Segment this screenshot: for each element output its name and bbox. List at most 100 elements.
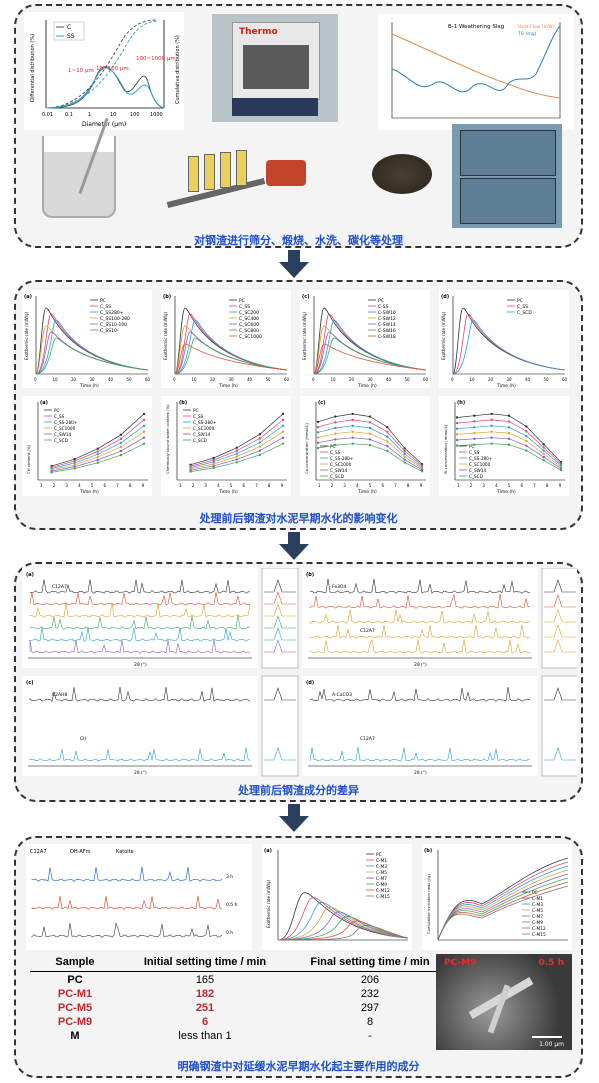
xrd-legend-c12a7: C12A7 — [30, 849, 46, 855]
y-label: Exothermic rate (mW/g) — [302, 311, 307, 360]
xrd-chart: (c)2θ (°)C2AH8CHC12A7 — [22, 676, 258, 776]
psd-legend-c: C — [67, 24, 71, 31]
flow-arrow-1 — [279, 250, 309, 278]
legend-label: C-M5 — [532, 908, 543, 914]
x-tick: 3 — [482, 483, 485, 488]
x-tick: 8 — [129, 483, 132, 488]
x-tick: 7 — [394, 483, 397, 488]
xrd-pattern — [29, 627, 251, 642]
cell-final: 206 — [360, 974, 380, 986]
legend-label: C-M1 — [532, 896, 543, 902]
component-heat-rate-chart: (a)Exothermic rate (mW/g)PCC-M1C-M3C-M5C… — [262, 844, 412, 950]
legend-label: C_SC1000 — [54, 426, 76, 431]
chart-bg — [22, 396, 152, 496]
x-tick: 30 — [229, 377, 235, 382]
sem-label-time: 0.5 h — [538, 958, 564, 968]
x-tick: 40 — [525, 377, 531, 382]
trend-line — [190, 443, 284, 472]
heat-curve — [174, 319, 288, 375]
x-tick: 8 — [407, 483, 410, 488]
x-label: 2θ (°) — [134, 662, 147, 668]
cumulative-curve — [437, 881, 569, 941]
trend-line — [317, 419, 423, 466]
tube-rotator-image — [166, 146, 316, 216]
x-tick: 1 — [457, 483, 460, 488]
chart-bg — [302, 676, 538, 776]
trend-line — [456, 437, 562, 469]
heat-curve — [277, 924, 409, 941]
table-row: PC 165 206 — [30, 974, 450, 988]
table-header: Sample Initial setting time / min Final … — [30, 956, 450, 970]
heat-rate-chart: (d) PCC_SSC_SCD 0 10 20 30 40 50 60 Time (h) Exoth… — [439, 290, 569, 389]
x-tick: 5 — [230, 483, 233, 488]
legend-label: C_SS-280+ — [193, 420, 217, 425]
xrd-pattern — [309, 578, 531, 594]
xrd-series-label: 3 h — [226, 874, 233, 880]
cell-final: 8 — [366, 1016, 374, 1028]
xrd-chart: (b) 2θ (°) Fe3O4 C12A7 — [302, 568, 538, 668]
x-label: 2θ (°) — [414, 662, 427, 668]
legend-label: C-M7 — [532, 914, 543, 920]
cell-sample: PC — [67, 974, 83, 986]
trend-line — [51, 425, 145, 469]
x-tick: 7 — [533, 483, 536, 488]
legend-label: PC — [54, 408, 60, 413]
x-label: Time (h) — [218, 489, 238, 495]
cell-initial: 165 — [195, 974, 215, 986]
trend-line — [51, 431, 145, 471]
legend-label: C-M3 — [376, 864, 387, 870]
header-final: Final setting time / min — [310, 956, 430, 968]
data-point — [455, 421, 459, 425]
x-tick: 1 — [40, 483, 43, 488]
legend-label: C-M9 — [376, 882, 387, 888]
legend-label: C_SC1000 — [330, 462, 352, 467]
heat-curve — [313, 343, 427, 375]
x-tick: 40 — [247, 377, 253, 382]
inset-peak — [544, 594, 576, 608]
y-label: Chemically bound water content (%) — [165, 404, 170, 474]
legend-label: C-M12 — [376, 888, 390, 894]
sem-label-sample: PC-M9 — [444, 958, 477, 968]
sem-image: PC-M9 0.5 h 1.00 μm — [436, 954, 572, 1050]
y-label: Exothermic rate (mW/g) — [24, 311, 29, 360]
inset-peak — [264, 627, 296, 641]
legend-label: PC — [100, 298, 106, 304]
heat-curve — [452, 319, 566, 375]
xrd-pattern — [31, 895, 223, 910]
table-row: PC-M1 182 232 — [30, 988, 450, 1002]
data-point — [316, 436, 320, 439]
cell-initial: less than 1 — [178, 1030, 232, 1042]
inset-peak — [544, 609, 576, 623]
inset-peak — [544, 624, 576, 638]
x-tick: 6 — [243, 483, 246, 488]
inset-bg — [261, 568, 299, 669]
header-sample: Sample — [55, 956, 95, 968]
treatment-caption: 对钢渣进行筛分、煅烧、水洗、碳化等处理 — [194, 234, 403, 247]
xrd-chart: (a) 2θ (°) C12A7 — [22, 568, 258, 668]
x-tick: 2 — [192, 483, 195, 488]
xrd-pattern — [31, 866, 223, 882]
x-tick: 60 — [423, 377, 429, 382]
y-label: Ca concentration (mmol/L) — [304, 423, 309, 474]
trend-line — [317, 425, 423, 468]
xrd-annotation: C12A7 — [52, 584, 67, 590]
heat-curve — [313, 319, 427, 375]
x-tick: 40 — [108, 377, 114, 382]
chart-bg — [22, 568, 258, 668]
xrd-annotation: C2AH8 — [52, 692, 67, 698]
x-tick: 6 — [521, 483, 524, 488]
tga-title: B-1 Weathering Slag — [448, 24, 504, 30]
x-tick: 9 — [559, 483, 562, 488]
trend-line — [456, 413, 562, 463]
x-tick: 3 — [204, 483, 207, 488]
xrd-pattern — [309, 687, 531, 702]
psd-annotation-3: 100~1000 μm — [136, 56, 176, 62]
x-tick: 20 — [488, 377, 494, 382]
legend-label: C_SC1000 — [469, 462, 491, 467]
legend-label: C_SC600 — [239, 322, 259, 328]
legend-label: PC — [469, 444, 475, 449]
legend-label: C-M3 — [532, 902, 543, 908]
psd-legend-ss: SS — [67, 33, 75, 40]
trend-line — [190, 413, 284, 466]
inset-peak — [264, 603, 296, 617]
